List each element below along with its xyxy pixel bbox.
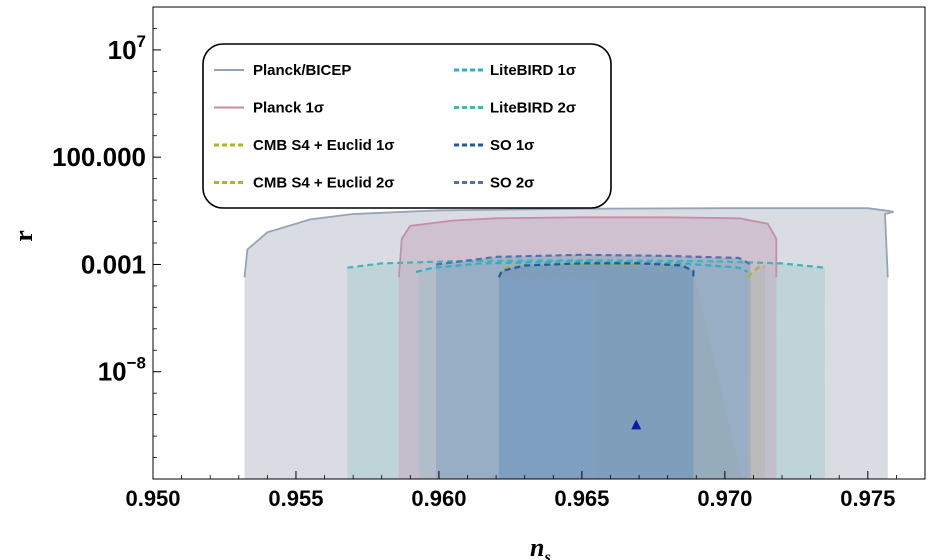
x-axis-title: ns [530, 533, 551, 560]
legend-label-cmb-s4-euclid-1sigma: CMB S4 + Euclid 1σ [253, 137, 395, 154]
legend-items: Planck/BICEP Planck 1σ CMB S4 + Euclid 1σ C… [214, 62, 576, 192]
legend-label-planck-1sigma: Planck 1σ [253, 100, 324, 117]
legend-label-so-1sigma: SO 1σ [490, 137, 534, 154]
curve-so-2sigma [435, 253, 752, 266]
legend-box [202, 43, 612, 209]
x-tick-label: 0.965 [554, 486, 609, 511]
curve-cmb-s4-euclid-2sigma [746, 265, 765, 279]
legend-label-cmb-s4-euclid-2sigma: CMB S4 + Euclid 2σ [253, 175, 395, 192]
x-tick-label: 0.970 [697, 486, 752, 511]
curve-planck-1sigma [398, 216, 778, 278]
legend-label-so-2sigma: SO 2σ [490, 175, 534, 192]
legend-label-planck-bicep: Planck/BICEP [253, 62, 351, 79]
y-axis-title: r [9, 230, 38, 242]
fiducial-marker [631, 419, 642, 430]
y-tick-label: 100.000 [52, 142, 146, 172]
y-tick-label: 107 [108, 32, 146, 65]
marker-layer [631, 419, 642, 430]
x-tick-label: 0.955 [268, 486, 323, 511]
axis-ticks: 0.950 0.955 0.960 0.965 0.970 0.975 107 100.000… [52, 28, 897, 511]
x-tick-label: 0.950 [125, 486, 180, 511]
region-cmb-s4-euclid-2sigma [747, 266, 765, 479]
curve-litebird-2sigma [347, 259, 826, 269]
y-tick-label: 10−8 [98, 354, 146, 387]
y-tick-label: 0.001 [81, 249, 146, 279]
x-tick-label: 0.975 [840, 486, 895, 511]
x-tick-label: 0.960 [411, 486, 466, 511]
legend: Planck/BICEP Planck 1σ CMB S4 + Euclid 1σ C… [202, 43, 612, 209]
region-fills [244, 208, 894, 480]
region-so-1sigma [498, 263, 694, 479]
curve-litebird-1sigma [415, 260, 749, 274]
legend-label-litebird-1sigma: LiteBIRD 1σ [490, 62, 576, 79]
legend-label-litebird-2sigma: LiteBIRD 2σ [490, 100, 576, 117]
curve-so-1sigma [497, 262, 695, 278]
